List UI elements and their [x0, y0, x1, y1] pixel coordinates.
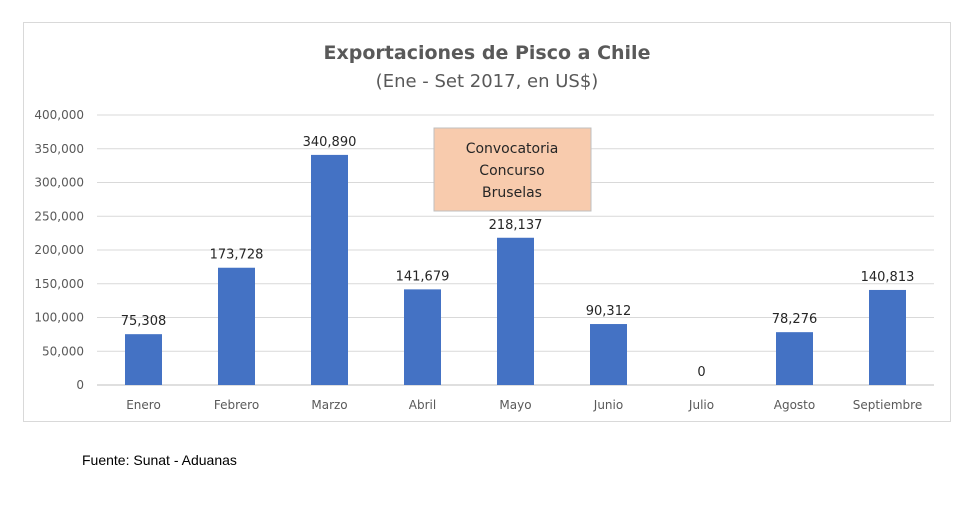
y-tick-label: 300,000 [34, 176, 84, 190]
x-tick-label: Marzo [311, 398, 347, 412]
x-tick-label: Enero [126, 398, 161, 412]
bar [218, 267, 255, 385]
annotation-line-2: Concurso [479, 163, 544, 179]
data-label: 141,679 [396, 269, 450, 284]
chart-frame: Exportaciones de Pisco a Chile (Ene - Se… [23, 22, 951, 422]
y-tick-label: 350,000 [34, 142, 84, 156]
bar [497, 237, 534, 385]
y-tick-label: 250,000 [34, 209, 84, 223]
annotation-box-background [433, 127, 592, 212]
x-tick-label: Junio [593, 398, 623, 412]
x-tick-label: Julio [688, 398, 714, 412]
y-axis-ticks: 0 50,000 100,000 150,000 200,000 250,000 300,0… [34, 108, 84, 392]
data-label: 140,813 [861, 270, 915, 285]
bar [869, 289, 906, 385]
data-label: 218,137 [489, 218, 543, 233]
source-note: Fuente: Sunat - Aduanas [82, 452, 237, 468]
annotation-box: Convocatoria Concurso Bruselas [433, 127, 592, 212]
x-tick-label: Septiembre [853, 398, 922, 412]
x-axis-categories: Enero Febrero Marzo Abril Mayo Junio Julio Agos… [126, 398, 922, 412]
data-label: 78,276 [772, 312, 818, 327]
bar-chart: Exportaciones de Pisco a Chile (Ene - Se… [34, 42, 934, 412]
data-labels: 75,308 173,728 340,890 141,679 218,137 90,312… [121, 135, 915, 380]
y-tick-label: 200,000 [34, 243, 84, 257]
annotation-line-3: Bruselas [482, 185, 542, 201]
x-tick-label: Mayo [499, 398, 531, 412]
x-tick-label: Abril [409, 398, 436, 412]
bars [125, 154, 906, 385]
data-label: 173,728 [210, 248, 264, 263]
y-tick-label: 150,000 [34, 277, 84, 291]
x-tick-label: Febrero [214, 398, 259, 412]
bar [125, 334, 162, 385]
bar [590, 324, 627, 385]
bar [404, 289, 441, 385]
chart-title: Exportaciones de Pisco a Chile [324, 42, 651, 64]
data-label: 340,890 [303, 135, 357, 150]
y-tick-label: 400,000 [34, 108, 84, 122]
chart-subtitle: (Ene - Set 2017, en US$) [376, 71, 599, 92]
data-label: 0 [697, 365, 705, 380]
data-label: 90,312 [586, 304, 632, 319]
bar [311, 154, 348, 385]
y-tick-label: 0 [76, 378, 84, 392]
x-tick-label: Agosto [774, 398, 815, 412]
y-tick-label: 100,000 [34, 311, 84, 325]
bar [776, 332, 813, 385]
annotation-line-1: Convocatoria [466, 141, 559, 157]
data-label: 75,308 [121, 314, 167, 329]
y-tick-label: 50,000 [42, 344, 84, 358]
